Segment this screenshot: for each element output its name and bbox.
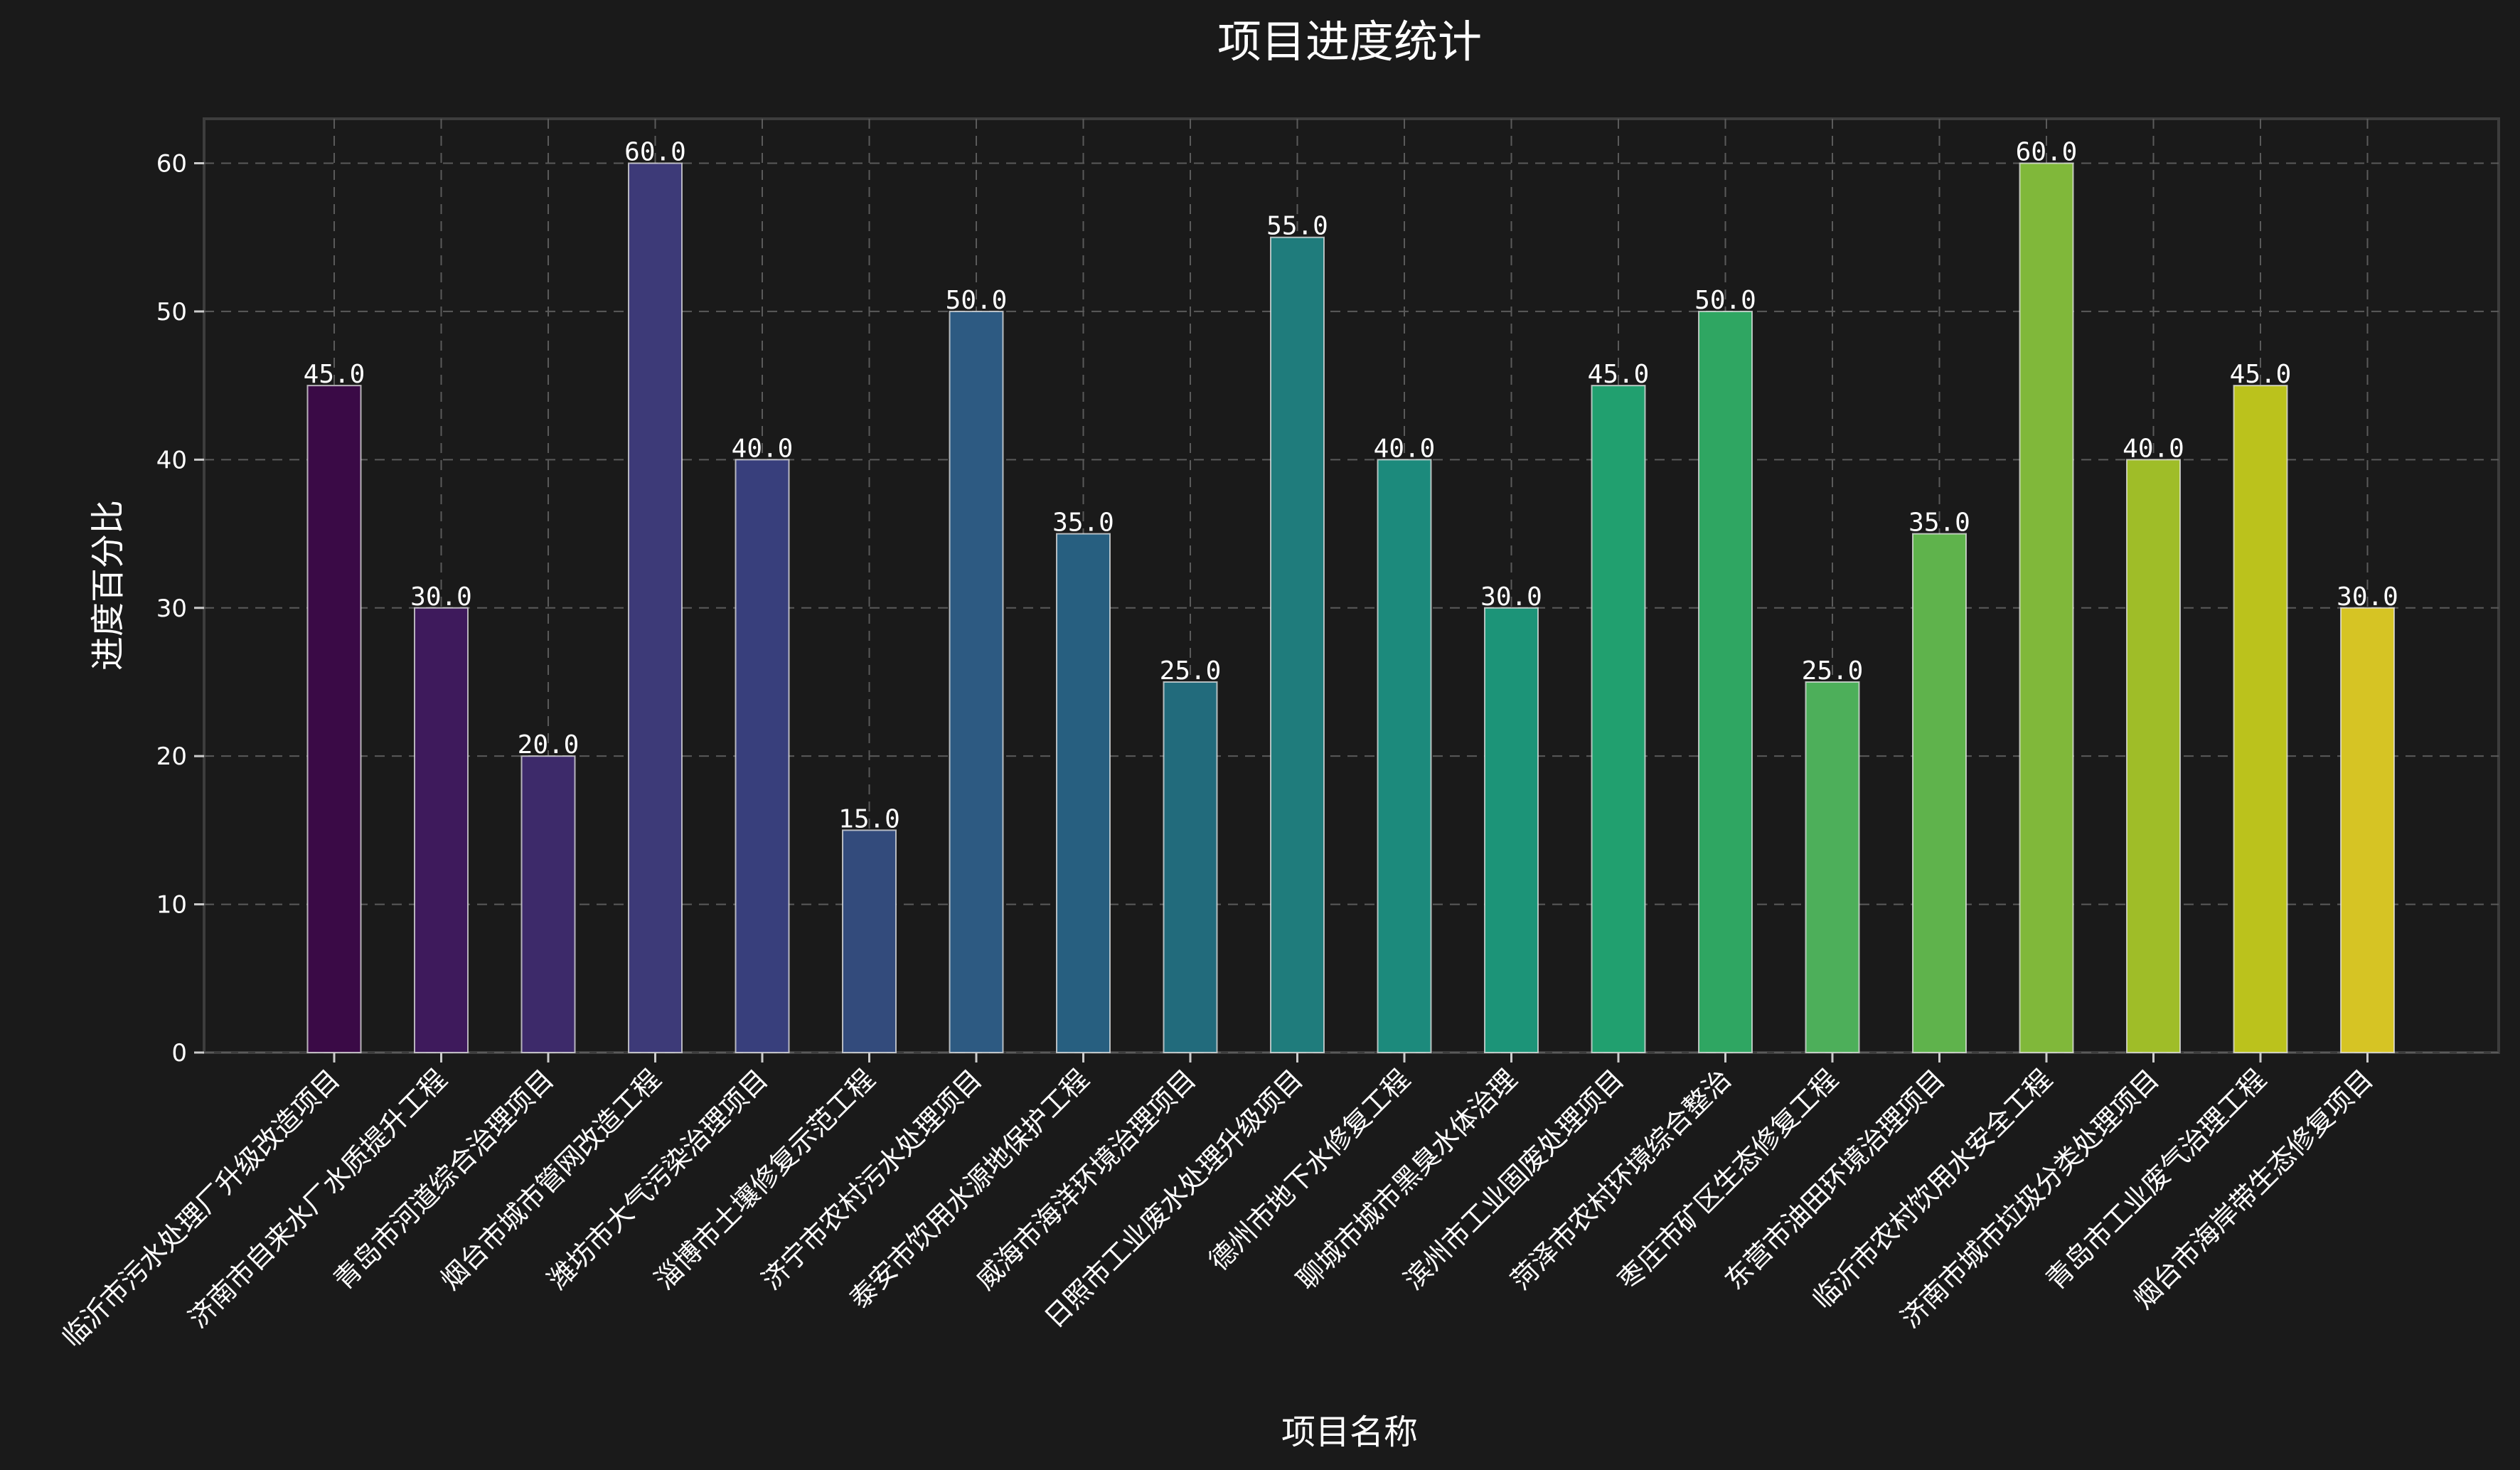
bar-value-label: 40.0: [732, 434, 794, 463]
bar: [308, 385, 361, 1053]
bar-value-label: 30.0: [410, 582, 472, 612]
bar-value-label: 55.0: [1266, 212, 1328, 241]
bar-value-label: 45.0: [2230, 360, 2292, 389]
bar-value-label: 50.0: [946, 286, 1008, 315]
bar: [1913, 534, 1966, 1053]
y-tick-label: 10: [156, 891, 187, 920]
bar: [2341, 608, 2394, 1053]
bar-value-label: 30.0: [1480, 582, 1542, 612]
bar-value-label: 50.0: [1694, 286, 1756, 315]
bar: [415, 608, 468, 1053]
y-tick-label: 0: [171, 1039, 187, 1067]
bar: [629, 164, 682, 1053]
bar: [736, 459, 789, 1053]
bar: [1271, 238, 1324, 1053]
bar: [1806, 682, 1859, 1053]
bar-value-label: 35.0: [1052, 508, 1114, 538]
x-axis-label: 项目名称: [1281, 1412, 1418, 1452]
bar: [1592, 385, 1645, 1053]
bar-value-label: 20.0: [518, 730, 580, 760]
y-tick-label: 60: [156, 150, 187, 179]
y-tick-label: 30: [156, 595, 187, 623]
bar: [522, 756, 575, 1053]
bar-value-label: 35.0: [1908, 508, 1970, 538]
chart-title: 项目进度统计: [1217, 16, 1482, 68]
bar: [1057, 534, 1110, 1053]
bar-value-label: 25.0: [1160, 656, 1222, 686]
bar: [2020, 164, 2073, 1053]
bar-value-label: 60.0: [2016, 138, 2078, 167]
bar: [843, 830, 896, 1053]
y-tick-label: 50: [156, 298, 187, 326]
y-tick-label: 20: [156, 742, 187, 771]
bar-value-label: 60.0: [624, 138, 686, 167]
bar: [2234, 385, 2287, 1053]
bar-value-label: 40.0: [2123, 434, 2184, 463]
bar: [1485, 608, 1538, 1053]
bar: [1699, 311, 1752, 1053]
bar-value-label: 45.0: [304, 360, 365, 389]
bar: [1378, 459, 1431, 1053]
bar: [2127, 459, 2180, 1053]
bar: [1164, 682, 1217, 1053]
y-tick-label: 40: [156, 446, 187, 474]
bar-value-label: 25.0: [1802, 656, 1864, 686]
bar-value-label: 15.0: [838, 804, 900, 833]
bar-value-label: 40.0: [1374, 434, 1436, 463]
bar: [950, 311, 1003, 1053]
y-axis-label: 进度百分比: [88, 500, 128, 671]
bar-value-label: 30.0: [2337, 582, 2398, 612]
bar-value-label: 45.0: [1588, 360, 1650, 389]
